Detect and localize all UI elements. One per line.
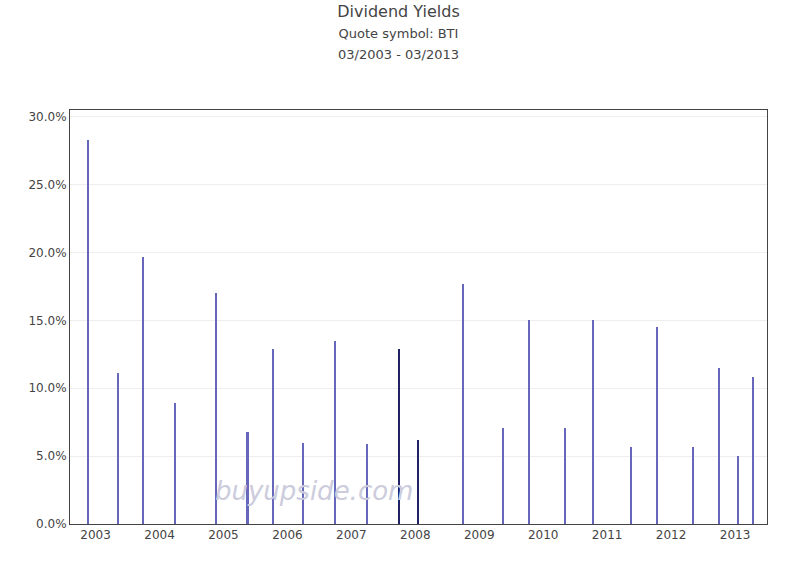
svg-text:2011: 2011 xyxy=(592,528,623,542)
svg-text:15.0%: 15.0% xyxy=(28,314,66,328)
svg-text:2008: 2008 xyxy=(400,528,431,542)
svg-text:Dividend YieldsQuote symbol: B: Dividend YieldsQuote symbol: BTI03/2003 … xyxy=(337,2,460,62)
svg-text:5.0%: 5.0% xyxy=(36,449,67,463)
svg-text:2004: 2004 xyxy=(144,528,175,542)
svg-text:25.0%: 25.0% xyxy=(28,178,66,192)
svg-text:2013: 2013 xyxy=(720,528,751,542)
svg-text:0.0%: 0.0% xyxy=(36,517,67,531)
svg-text:2007: 2007 xyxy=(336,528,367,542)
svg-text:2006: 2006 xyxy=(272,528,303,542)
svg-text:2012: 2012 xyxy=(656,528,687,542)
svg-text:2009: 2009 xyxy=(464,528,495,542)
svg-text:2005: 2005 xyxy=(208,528,239,542)
svg-text:10.0%: 10.0% xyxy=(28,381,66,395)
svg-text:20.0%: 20.0% xyxy=(28,246,66,260)
svg-text:buyupside.com: buyupside.com xyxy=(215,476,413,506)
svg-text:30.0%: 30.0% xyxy=(28,110,66,124)
svg-text:2010: 2010 xyxy=(528,528,559,542)
svg-text:2003: 2003 xyxy=(80,528,111,542)
